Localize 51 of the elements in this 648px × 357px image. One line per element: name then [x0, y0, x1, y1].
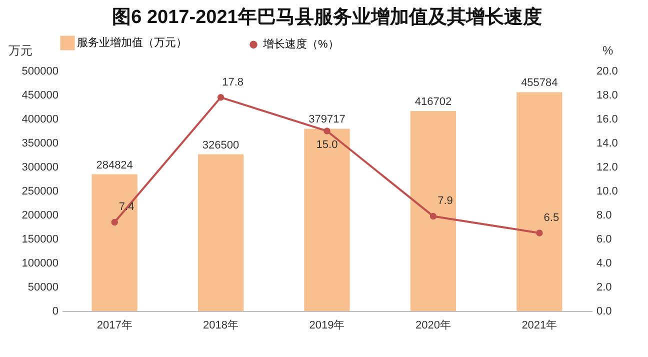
y-tick-label: 300000 — [22, 162, 58, 174]
y2-tick-label: 12.0 — [596, 162, 618, 174]
data-label: 15.0 — [316, 139, 338, 151]
x-tick-label: 2018年 — [203, 320, 239, 332]
data-label: 326500 — [202, 139, 240, 152]
y-tick-label: 500000 — [22, 66, 58, 78]
point — [217, 94, 224, 101]
data-label: 6.5 — [544, 212, 560, 224]
x-tick-label: 2021年 — [522, 320, 558, 332]
y2-tick-label: 6.0 — [596, 234, 612, 246]
y-tick-label: 400000 — [22, 114, 58, 126]
data-label: 379717 — [308, 114, 346, 126]
bar — [304, 128, 350, 311]
x-tick-label: 2017年 — [96, 320, 132, 332]
point — [430, 212, 437, 220]
y-tick-label: 0 — [52, 306, 58, 318]
bar — [92, 174, 138, 311]
data-label: 416702 — [414, 96, 452, 108]
y-tick-label: 100000 — [22, 258, 58, 270]
y2-tick-label: 8.0 — [596, 210, 612, 222]
y-axis-title: 万元 — [8, 44, 32, 58]
legend-label: 增长速度（%） — [262, 38, 339, 51]
y2-tick-label: 16.0 — [596, 114, 618, 126]
data-label: 455784 — [521, 77, 558, 90]
x-tick-label: 2019年 — [309, 320, 345, 332]
y2-tick-label: 14.0 — [596, 138, 618, 150]
y2-tick-label: 2.0 — [596, 282, 612, 294]
bar — [198, 154, 244, 311]
point — [111, 218, 118, 226]
y-tick-label: 250000 — [22, 186, 58, 198]
bar — [410, 110, 456, 311]
x-tick-label: 2020年 — [415, 320, 451, 332]
y-tick-label: 50000 — [28, 282, 58, 294]
data-label: 284824 — [96, 159, 133, 172]
y2-tick-label: 10.0 — [596, 186, 618, 198]
chart-title: 图6 2017-2021年巴马县服务业增加值及其增长速度 — [112, 6, 542, 28]
y2-axis-title: % — [602, 44, 614, 58]
y-tick-label: 200000 — [22, 210, 58, 222]
y-tick-label: 350000 — [22, 138, 58, 150]
bar — [516, 92, 562, 311]
data-label: 17.8 — [222, 76, 244, 88]
y2-tick-label: 18.0 — [596, 90, 618, 102]
data-label: 7.9 — [438, 195, 453, 208]
point — [536, 230, 543, 236]
legend-label: 服务业增加值（万元） — [77, 36, 187, 49]
y2-tick-label: 0.0 — [596, 306, 612, 318]
y2-tick-label: 4.0 — [596, 258, 612, 270]
y-tick-label: 450000 — [22, 90, 58, 102]
y-tick-label: 150000 — [22, 234, 58, 246]
point — [324, 128, 330, 134]
y2-tick-label: 20.0 — [596, 66, 618, 78]
